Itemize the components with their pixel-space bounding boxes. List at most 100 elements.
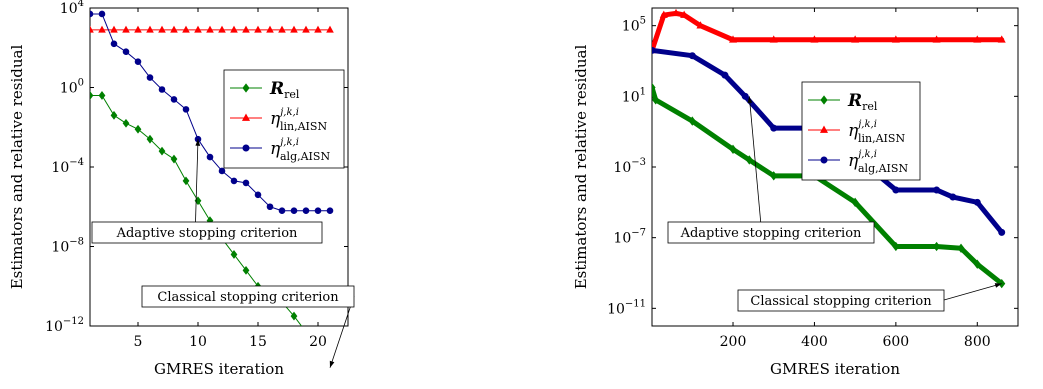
legend-swatch-marker: [820, 95, 828, 105]
legend-label-sub: rel: [862, 100, 878, 113]
data-point: [290, 311, 298, 321]
legend-label-base: η: [848, 121, 859, 141]
series-line: [652, 10, 1005, 53]
x-axis-label: GMRES iteration: [770, 360, 900, 378]
data-point: [90, 91, 94, 100]
series-1: [652, 8, 1006, 54]
legend-swatch-marker: [241, 113, 251, 121]
legend-swatch-marker: [242, 144, 250, 152]
x-axis-label: GMRES iteration: [154, 360, 284, 378]
annotation-arrow: [195, 139, 199, 223]
annotation-arrowhead: [195, 139, 201, 146]
data-point: [158, 86, 166, 93]
data-point: [949, 193, 957, 201]
data-point: [741, 92, 749, 100]
data-point: [242, 265, 250, 275]
data-point: [810, 35, 819, 43]
data-point: [769, 35, 778, 43]
legend-label: ηj,k,i lin,AISN: [848, 119, 905, 145]
data-point: [770, 171, 778, 181]
data-point: [90, 25, 94, 33]
annotation-text: Adaptive stopping criterion: [680, 226, 862, 241]
legend-label: ηj,k,i lin,AISN: [270, 107, 327, 133]
legend-label-sup: j,k,i: [278, 107, 299, 118]
legend-label-sub: rel: [284, 88, 300, 101]
annotation-arrowhead: [747, 96, 753, 104]
data-point: [266, 203, 274, 211]
data-point: [314, 25, 322, 33]
data-point: [314, 207, 322, 215]
data-point: [652, 95, 660, 105]
data-point: [146, 134, 154, 144]
data-point: [652, 46, 656, 54]
legend-label-sub: lin,AISN: [858, 132, 905, 145]
data-point: [242, 179, 250, 187]
x-tick-label: 400: [801, 334, 828, 350]
x-tick-label: 15: [249, 334, 267, 350]
data-point: [278, 25, 286, 33]
y-axis-label: Estimators and relative residual: [572, 45, 590, 290]
data-point: [218, 25, 226, 33]
legend-label-sub: alg,AISN: [280, 150, 330, 163]
data-point: [957, 243, 965, 253]
legend-label-sup: j,k,i: [278, 137, 299, 148]
data-point: [206, 25, 214, 33]
data-point: [218, 167, 226, 175]
legend-label-base: R: [847, 91, 862, 111]
y-tick-label: 10−4: [51, 157, 84, 176]
y-tick-label: 10−8: [51, 237, 84, 256]
data-point: [134, 58, 142, 65]
annotation-text: Classical stopping criterion: [157, 290, 339, 305]
data-point: [254, 191, 262, 199]
legend-label-sub: lin,AISN: [280, 120, 327, 133]
legend-label-sub: alg,AISN: [858, 162, 908, 175]
data-point: [770, 124, 778, 132]
annotation-arrow: [943, 283, 1002, 301]
data-point: [973, 198, 981, 206]
plot-area: [90, 10, 334, 326]
data-point: [194, 25, 202, 33]
data-point: [110, 40, 118, 48]
y-tick-label: 104: [60, 0, 84, 17]
data-point: [110, 25, 118, 33]
data-point: [851, 35, 860, 43]
legend-label-base: η: [848, 151, 859, 171]
data-point: [745, 155, 753, 165]
annotation: Classical stopping criterion: [737, 283, 1002, 312]
data-point: [696, 21, 705, 29]
annotation-text: Adaptive stopping criterion: [116, 226, 298, 241]
annotation-arrow: [329, 295, 355, 368]
legend-swatch-marker: [820, 156, 828, 164]
annotation: Adaptive stopping criterion: [667, 96, 875, 244]
data-point: [278, 207, 286, 215]
legend-label-base: R: [269, 79, 284, 99]
data-point: [98, 25, 106, 33]
data-point: [851, 197, 859, 207]
y-tick-label: 105: [622, 16, 646, 35]
data-point: [892, 186, 900, 194]
data-point: [242, 25, 250, 33]
x-tick-label: 600: [882, 334, 909, 350]
data-point: [688, 52, 696, 60]
data-point: [170, 154, 178, 164]
data-point: [302, 207, 310, 215]
data-point: [158, 25, 166, 33]
y-tick-label: 10−3: [613, 157, 646, 176]
data-point: [933, 186, 941, 194]
legend-swatch-marker: [819, 125, 829, 133]
legend-label: Rrel: [269, 79, 300, 101]
data-point: [998, 228, 1006, 236]
data-point: [659, 10, 668, 18]
annotation: Classical stopping criterion: [141, 285, 355, 368]
legend-label-sup: j,k,i: [856, 149, 877, 160]
data-point: [932, 35, 941, 43]
chart-right: 200 400 600 800 105 101 10−3 10−7 10−11 GMRES ite…: [572, 7, 1019, 378]
data-point: [230, 250, 238, 259]
data-point: [728, 35, 738, 43]
legend-label: Rrel: [847, 91, 878, 113]
x-tick-label: 200: [720, 334, 747, 350]
y-tick-label: 101: [622, 86, 646, 105]
annotation-arrowhead: [994, 283, 1002, 288]
